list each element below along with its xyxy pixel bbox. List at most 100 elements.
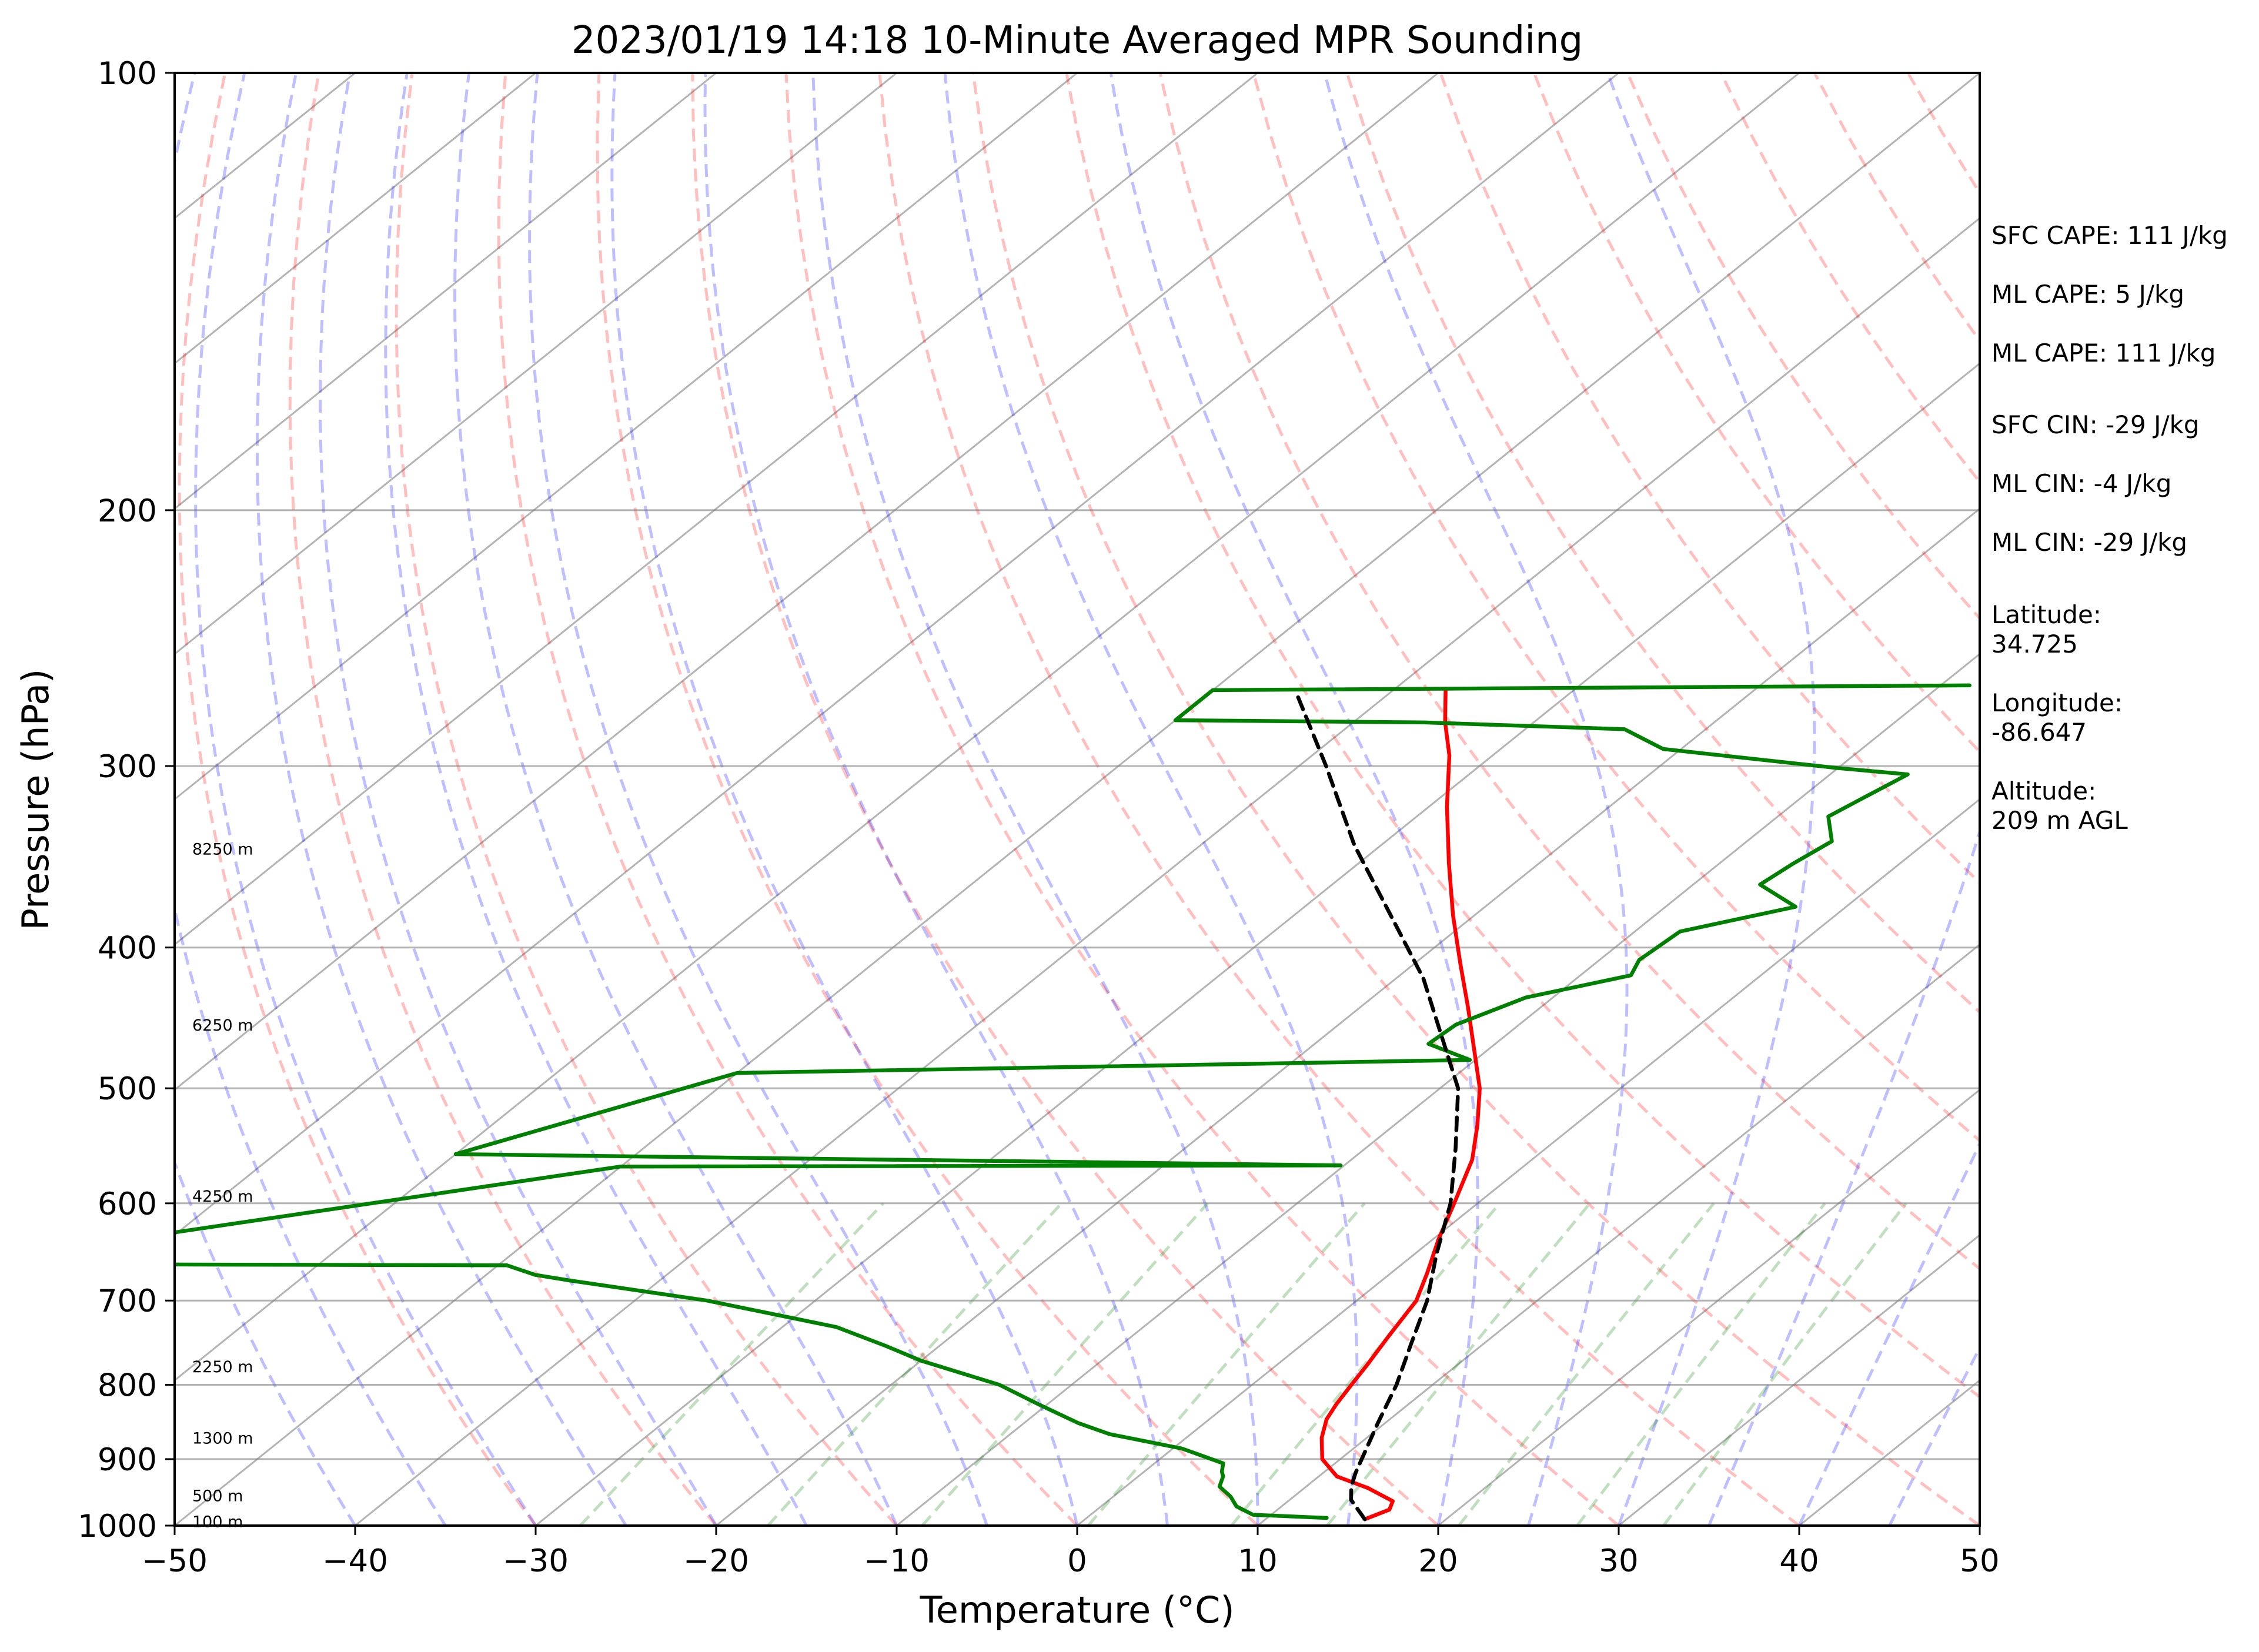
sounding-traces (175, 683, 1972, 1521)
x-tick-label: −40 (322, 1543, 388, 1579)
height-annotation: 8250 m (192, 841, 253, 859)
chart-title: 2023/01/19 14:18 10-Minute Averaged MPR … (572, 19, 1583, 62)
info-panel: SFC CAPE: 111 J/kg ML CAPE: 5 J/kg ML CAPE… (1991, 221, 2228, 835)
height-annotation: 500 m (192, 1487, 243, 1505)
isotherm-line (1077, 798, 1980, 1526)
dry-adiabat-line (1065, 73, 1980, 1399)
x-tick-label: −10 (864, 1543, 930, 1579)
isotherm-line (1438, 1088, 1980, 1526)
isotherm-line (716, 507, 1980, 1526)
pressure-gridlines (175, 73, 1980, 1526)
moist-adiabat-line (1707, 73, 1980, 1526)
y-tick-label: 700 (98, 1283, 157, 1319)
parcel-profile-line (1295, 693, 1461, 1521)
moist-adiabat-line (1109, 73, 1479, 1526)
isotherm-line (175, 73, 1258, 946)
info-panel-line: ML CAPE: 111 J/kg (1991, 339, 2215, 367)
moist-adiabat-line (943, 73, 1359, 1526)
x-tick-label: 10 (1238, 1543, 1277, 1579)
dry-adiabat-line (878, 73, 1800, 1526)
isotherm-line (355, 217, 1980, 1526)
y-tick-label: 300 (98, 749, 157, 785)
info-panel-line: Altitude: (1991, 777, 2096, 805)
height-annotation: 6250 m (192, 1016, 253, 1035)
temperature-line (1319, 688, 1482, 1521)
info-panel-line: ML CIN: -29 J/kg (1991, 528, 2187, 557)
isotherm-line (175, 73, 1980, 1526)
y-tick-label: 900 (98, 1442, 157, 1478)
x-tick-label: −20 (683, 1543, 749, 1579)
y-tick-label: 500 (98, 1071, 157, 1107)
x-tick-label: −30 (503, 1543, 569, 1579)
info-panel-line: 209 m AGL (1991, 806, 2128, 835)
info-panel-line: 34.725 (1991, 630, 2078, 658)
dry-adiabat-line (1345, 73, 1980, 1014)
moist-adiabat-line (610, 73, 1079, 1526)
y-axis-label: Pressure (hPa) (14, 669, 57, 931)
info-panel-line: Latitude: (1991, 600, 2101, 629)
height-annotation: 1300 m (192, 1430, 253, 1448)
dry-adiabat-line (497, 73, 1078, 1526)
mixing-ratio-line (1576, 1202, 1826, 1526)
info-panel-line: Longitude: (1991, 688, 2123, 717)
dewpoint-line (175, 683, 1972, 1520)
y-tick-label: 1000 (78, 1509, 157, 1544)
isotherm-line (1257, 943, 1980, 1526)
isotherm-line (1618, 1233, 1980, 1526)
height-annotations: 8250 m 6250 m 4250 m 2250 m 1300 m 500 m 100 m (192, 841, 253, 1531)
info-panel-line: ML CAPE: 5 J/kg (1991, 280, 2184, 309)
dry-adiabat-line (971, 73, 1980, 1526)
x-tick-label: 30 (1599, 1543, 1638, 1579)
isotherm-line (175, 73, 536, 365)
moist-adiabat-line (384, 73, 808, 1526)
y-axis-ticks: 1000 900 800 700 600 500 400 300 200 100 (78, 56, 175, 1544)
isotherm-line (175, 73, 1800, 1382)
dry-adiabat-line (596, 73, 1259, 1526)
dry-adiabat-line (784, 73, 1620, 1526)
moist-adiabat-line (194, 73, 537, 1526)
info-panel-line: SFC CAPE: 111 J/kg (1991, 221, 2228, 250)
height-annotation: 100 m (192, 1513, 243, 1531)
x-tick-label: 40 (1779, 1543, 1819, 1579)
x-tick-label: 20 (1418, 1543, 1458, 1579)
dry-adiabat-line (288, 73, 717, 1526)
isotherm-line (896, 653, 1980, 1526)
dry-adiabat-line (395, 73, 898, 1526)
mixing-ratio-line (1458, 1202, 1715, 1526)
moist-adiabat-line (319, 73, 718, 1526)
y-tick-label: 100 (98, 56, 157, 92)
x-axis-label: Temperature (°C) (919, 1589, 1234, 1631)
info-panel-line: SFC CIN: -29 J/kg (1991, 410, 2200, 439)
moist-adiabat-line (175, 73, 447, 1526)
y-tick-label: 800 (98, 1368, 157, 1404)
x-axis-ticks: −50 −40 −30 −20 −10 0 10 20 30 40 50 (142, 1526, 2000, 1579)
dry-adiabat-line (1158, 73, 1980, 1271)
x-tick-label: 0 (1067, 1543, 1087, 1579)
moist-adiabat-line (255, 73, 627, 1526)
isotherm-line (175, 73, 1439, 1091)
height-annotation: 2250 m (192, 1358, 253, 1376)
moist-adiabat-line (811, 73, 1259, 1526)
y-tick-label: 200 (98, 493, 157, 529)
isotherm-line (175, 73, 717, 510)
moist-adiabat-line (1323, 73, 1629, 1526)
isotherm-line (175, 73, 1619, 1236)
height-annotation: 4250 m (192, 1188, 253, 1206)
info-panel-line: ML CIN: -4 J/kg (1991, 469, 2171, 498)
moist-adiabat-line (453, 73, 898, 1526)
isotherm-line (175, 73, 897, 656)
background-lines (175, 73, 1980, 1526)
isotherm-line (175, 73, 1078, 801)
x-tick-label: −50 (142, 1543, 208, 1579)
y-tick-label: 600 (98, 1186, 157, 1222)
moist-adiabat-line (703, 73, 1169, 1526)
info-panel-line: -86.647 (1991, 718, 2087, 747)
y-tick-label: 400 (98, 931, 157, 967)
isotherm-line (535, 362, 1980, 1526)
dry-adiabat-line (1439, 73, 1980, 885)
dry-adiabat-line (178, 73, 537, 1526)
moist-adiabat-line (528, 73, 988, 1526)
x-tick-label: 50 (1960, 1543, 1999, 1579)
